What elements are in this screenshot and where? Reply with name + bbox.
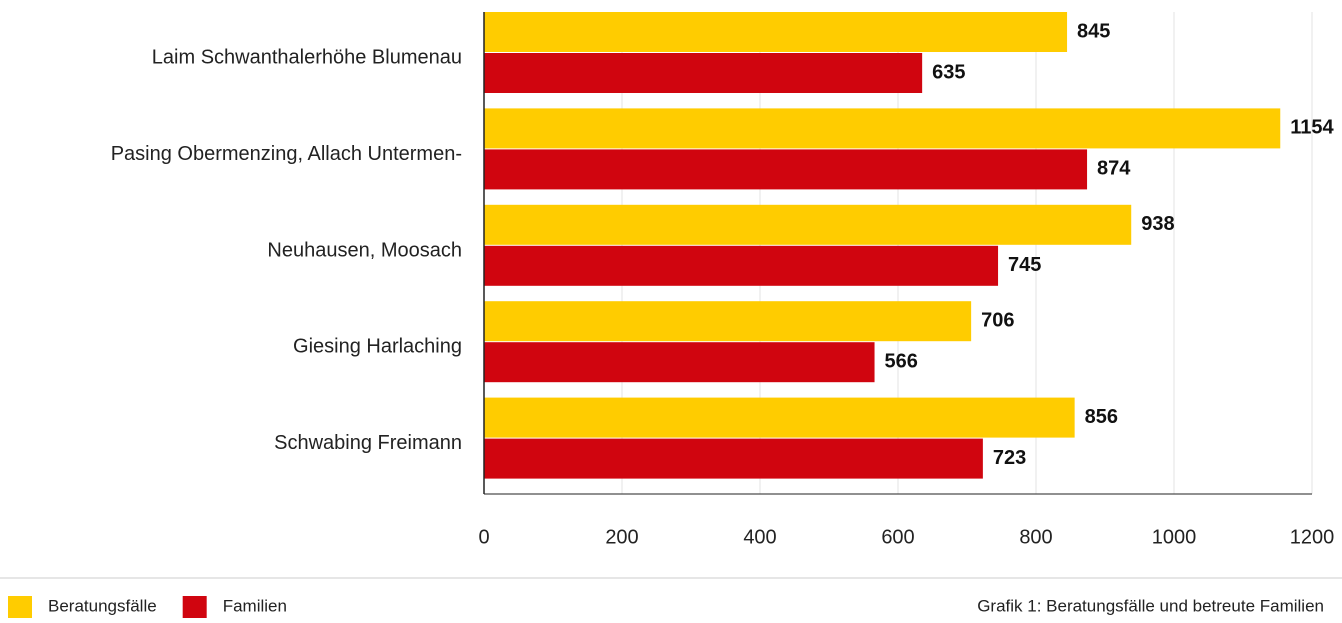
value-label: 566 (885, 350, 918, 372)
bar (484, 342, 875, 383)
value-label: 874 (1097, 158, 1131, 180)
category-label: Pasing Obermenzing, Allach Untermen- (111, 143, 462, 165)
value-label: 938 (1141, 213, 1174, 235)
x-tick-label: 1200 (1290, 526, 1335, 548)
bar (484, 108, 1281, 149)
value-label: 706 (981, 309, 1014, 331)
x-tick-label: 600 (881, 526, 914, 548)
legend-label: Familien (223, 596, 287, 615)
category-label: Schwabing Freimann (274, 432, 462, 454)
legend-swatch (182, 596, 207, 618)
bar (484, 245, 999, 286)
x-tick-label: 1000 (1152, 526, 1197, 548)
value-label: 745 (1008, 254, 1041, 276)
legend-label: Beratungsfälle (48, 596, 157, 615)
category-label: Giesing Harlaching (293, 336, 462, 358)
bar (484, 53, 923, 93)
value-label: 1154 (1290, 117, 1334, 139)
bar (484, 301, 972, 342)
value-label: 635 (932, 61, 965, 83)
x-tick-label: 400 (743, 526, 776, 548)
category-label: Neuhausen, Moosach (267, 239, 462, 261)
bar (484, 204, 1132, 245)
bar (484, 149, 1088, 190)
bar (484, 438, 983, 479)
category-label: Laim Schwanthalerhöhe Blumenau (152, 46, 462, 68)
bar (484, 12, 1068, 52)
value-label: 856 (1085, 406, 1118, 428)
x-tick-label: 0 (478, 526, 489, 548)
x-tick-label: 200 (605, 526, 638, 548)
value-label: 723 (993, 447, 1026, 469)
caption: Grafik 1: Beratungsfälle und betreute Fa… (977, 596, 1324, 615)
x-tick-label: 800 (1019, 526, 1052, 548)
legend-swatch (8, 596, 32, 618)
bar (484, 397, 1075, 438)
value-label: 845 (1077, 20, 1110, 42)
